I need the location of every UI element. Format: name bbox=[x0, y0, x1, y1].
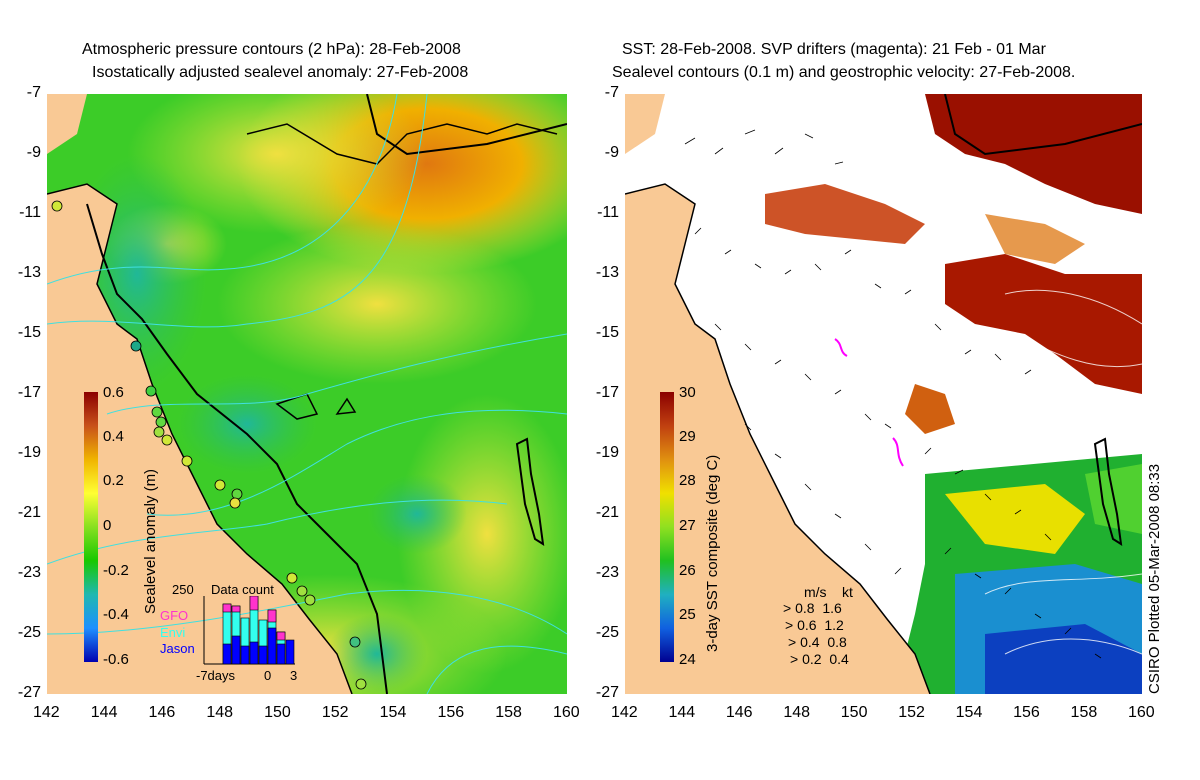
plot-credit: CSIRO Plotted 05-Mar-2008 08:33 bbox=[1146, 463, 1163, 694]
right-cb-tick-0: 30 bbox=[679, 384, 696, 401]
y-tick-label: -13 bbox=[595, 264, 619, 281]
x-tick-label: 142 bbox=[611, 704, 638, 721]
x-tick-label: 144 bbox=[90, 704, 118, 721]
right-cb-tick-5: 25 bbox=[679, 606, 696, 623]
y-tick-label: -21 bbox=[17, 504, 41, 521]
x-tick-label: 156 bbox=[1013, 704, 1040, 721]
data-count-max: 250 bbox=[172, 582, 194, 597]
velocity-arrows bbox=[684, 129, 1102, 659]
left-cb-tick-2: 0.2 bbox=[103, 472, 124, 489]
data-count-title: Data count bbox=[211, 582, 274, 597]
y-tick-label: -23 bbox=[595, 564, 619, 581]
left-cb-label: Sealevel anomaly (m) bbox=[142, 468, 159, 614]
left-cb-tick-1: 0.4 bbox=[103, 428, 124, 445]
data-count-x-end: 3 bbox=[290, 668, 298, 683]
x-tick-label: 152 bbox=[898, 704, 925, 721]
velocity-row-2: > 0.4 0.8 bbox=[788, 634, 847, 650]
x-tick-label: 150 bbox=[264, 704, 291, 721]
right-cb-label: 3-day SST composite (deg C) bbox=[704, 454, 721, 652]
x-tick-label: 152 bbox=[321, 704, 349, 721]
legend-jason: Jason bbox=[160, 641, 195, 656]
y-tick-label: -11 bbox=[19, 204, 41, 221]
velocity-row-3: > 0.2 0.4 bbox=[790, 651, 849, 667]
right-cb-tick-4: 26 bbox=[679, 562, 696, 579]
y-tick-label: -13 bbox=[17, 264, 41, 281]
x-tick-label: 154 bbox=[379, 704, 407, 721]
y-tick-label: -25 bbox=[17, 624, 41, 641]
right-title-line2: Sealevel contours (0.1 m) and geostrophi… bbox=[612, 64, 1076, 81]
x-tick-label: 146 bbox=[725, 704, 753, 721]
data-count-x-start: -7days bbox=[196, 668, 236, 683]
y-tick-label: -9 bbox=[26, 144, 41, 161]
y-tick-label: -11 bbox=[597, 204, 619, 221]
y-tick-label: -23 bbox=[17, 564, 41, 581]
x-tick-label: 142 bbox=[33, 704, 60, 721]
data-count-x-zero: 0 bbox=[264, 668, 272, 683]
velocity-header-ms: m/s bbox=[804, 584, 827, 600]
x-tick-label: 156 bbox=[437, 704, 465, 721]
y-tick-label: -19 bbox=[17, 444, 41, 461]
x-tick-label: 160 bbox=[553, 704, 580, 721]
tide-gauge-markers bbox=[51, 200, 367, 690]
sealevel-anomaly-field bbox=[47, 94, 567, 694]
right-cb-tick-2: 28 bbox=[679, 472, 696, 489]
y-tick-label: -19 bbox=[595, 444, 619, 461]
x-tick-label: 144 bbox=[668, 704, 696, 721]
velocity-row-1: > 0.6 1.2 bbox=[785, 617, 844, 633]
x-tick-label: 154 bbox=[955, 704, 983, 721]
y-tick-label: -9 bbox=[604, 144, 619, 161]
sealevel-anomaly-map bbox=[47, 94, 567, 694]
y-tick-label: -21 bbox=[595, 504, 619, 521]
left-title-line2: Isostatically adjusted sealevel anomaly:… bbox=[92, 64, 469, 81]
y-tick-label: -27 bbox=[17, 684, 41, 701]
x-tick-label: 148 bbox=[206, 704, 234, 721]
y-tick-label: -15 bbox=[595, 324, 619, 341]
data-count-bars bbox=[203, 596, 295, 665]
left-cb-tick-3: 0 bbox=[103, 517, 112, 534]
right-cb-tick-6: 24 bbox=[679, 651, 696, 668]
y-tick-label: -27 bbox=[595, 684, 619, 701]
sst-map bbox=[625, 94, 1142, 694]
left-cb-tick-0: 0.6 bbox=[103, 384, 124, 401]
x-tick-label: 158 bbox=[495, 704, 522, 721]
y-tick-label: -7 bbox=[604, 84, 619, 101]
left-title-line1: Atmospheric pressure contours (2 hPa): 2… bbox=[82, 41, 461, 58]
x-tick-label: 148 bbox=[783, 704, 811, 721]
legend-envi: Envi bbox=[160, 625, 186, 640]
y-tick-label: -17 bbox=[595, 384, 619, 401]
left-colorbar bbox=[84, 392, 98, 662]
svp-drifter-tracks bbox=[834, 338, 904, 467]
right-cb-tick-1: 29 bbox=[679, 428, 696, 445]
y-tick-label: -25 bbox=[595, 624, 619, 641]
y-tick-label: -17 bbox=[17, 384, 41, 401]
right-cb-tick-3: 27 bbox=[679, 517, 696, 534]
x-tick-label: 160 bbox=[1128, 704, 1155, 721]
y-tick-label: -15 bbox=[17, 324, 41, 341]
x-tick-label: 158 bbox=[1070, 704, 1098, 721]
x-tick-label: 146 bbox=[148, 704, 176, 721]
left-cb-tick-5: -0.4 bbox=[103, 606, 129, 623]
velocity-row-0: > 0.8 1.6 bbox=[783, 600, 842, 616]
right-title-line1: SST: 28-Feb-2008. SVP drifters (magenta)… bbox=[622, 41, 1046, 58]
y-tick-label: -7 bbox=[26, 84, 41, 101]
x-tick-label: 150 bbox=[840, 704, 868, 721]
left-cb-tick-4: -0.2 bbox=[103, 562, 129, 579]
right-colorbar bbox=[660, 392, 674, 662]
left-cb-tick-6: -0.6 bbox=[103, 651, 129, 668]
legend-gfo: GFO bbox=[160, 608, 189, 623]
velocity-header-kt: kt bbox=[842, 584, 853, 600]
sst-field bbox=[625, 94, 1142, 694]
